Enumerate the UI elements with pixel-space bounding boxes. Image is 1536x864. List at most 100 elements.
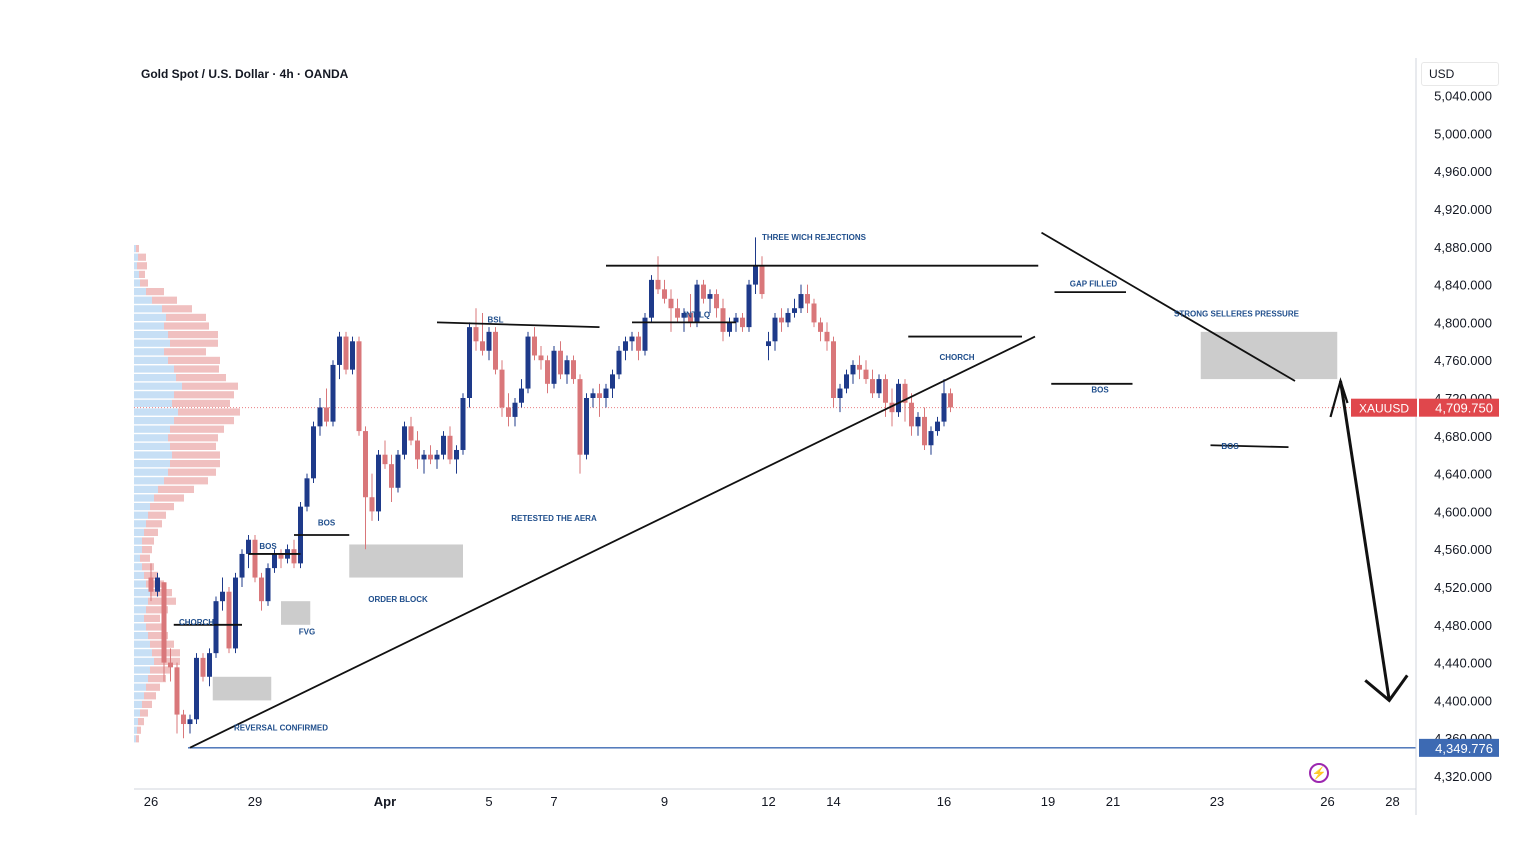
annotation-label: BOS <box>1091 385 1109 394</box>
volume-bar-down <box>172 399 230 407</box>
volume-bar-up <box>134 632 148 640</box>
x-tick-label: Apr <box>374 794 396 809</box>
candle-body <box>792 308 797 313</box>
volume-bar-down <box>168 468 216 476</box>
volume-bar-down <box>176 374 226 382</box>
volume-bar-up <box>134 270 139 278</box>
volume-bar-down <box>139 270 145 278</box>
volume-bar-up <box>134 417 174 425</box>
annotation-zones <box>134 331 1416 749</box>
candle-body <box>649 279 654 318</box>
candle-body <box>896 383 901 413</box>
candle-body <box>727 322 732 332</box>
candle-body <box>759 265 765 295</box>
candle-body <box>181 714 186 725</box>
y-tick-label: 4,480.000 <box>1434 618 1492 633</box>
lightning-icon[interactable]: ⚡ <box>1309 763 1329 783</box>
candlesticks <box>148 237 953 739</box>
volume-bar-up <box>134 442 170 450</box>
x-tick-label: 19 <box>1041 794 1055 809</box>
candle-body <box>486 331 492 351</box>
candle-body <box>226 591 232 649</box>
candle-body <box>863 369 869 380</box>
volume-bar-down <box>148 632 168 640</box>
candle-body <box>688 312 693 323</box>
volume-bar-up <box>134 726 137 734</box>
candle-body <box>805 294 810 304</box>
candle-body <box>668 298 674 309</box>
candle-body <box>603 388 609 398</box>
volume-bar-up <box>134 649 152 657</box>
volume-bar-down <box>142 537 154 545</box>
y-tick-label: 4,320.000 <box>1434 769 1492 784</box>
candle-body <box>220 591 225 602</box>
volume-bar-up <box>134 537 142 545</box>
x-tick-label: 26 <box>144 794 158 809</box>
candle-body <box>233 577 238 649</box>
volume-bar-up <box>134 348 164 356</box>
currency-selector[interactable]: USD <box>1421 62 1499 86</box>
candle-body <box>538 355 544 361</box>
zone-box <box>212 676 272 701</box>
candle-body <box>415 440 420 460</box>
candle-body <box>824 331 830 342</box>
candle-body <box>389 464 394 488</box>
volume-bar-up <box>134 597 148 605</box>
volume-bar-up <box>134 245 136 253</box>
volume-bar-down <box>144 528 158 536</box>
volume-bar-down <box>142 700 152 708</box>
volume-bar-down <box>136 245 139 253</box>
volume-bar-down <box>138 253 146 261</box>
x-tick-label: 5 <box>485 794 492 809</box>
volume-bar-down <box>154 657 180 665</box>
trend-line <box>1041 231 1296 382</box>
candle-body <box>551 350 557 384</box>
candle-body <box>798 294 804 309</box>
candle-body <box>337 336 342 365</box>
volume-bar-up <box>134 571 144 579</box>
y-tick-label: 4,920.000 <box>1434 202 1492 217</box>
volume-bar-down <box>146 288 164 296</box>
candle-body <box>324 407 329 422</box>
volume-bar-up <box>134 683 146 691</box>
candle-body <box>408 426 414 441</box>
volume-bar-down <box>166 313 206 321</box>
volume-bar-up <box>134 374 176 382</box>
y-tick-label: 4,800.000 <box>1434 315 1492 330</box>
bearish-arrow-head <box>1364 674 1409 703</box>
annotation-label: CHORCH <box>939 353 974 362</box>
symbol-tag-label: XAUUSD <box>1359 402 1409 416</box>
volume-bar-down <box>174 365 219 373</box>
candle-body <box>480 341 485 351</box>
candle-body <box>857 364 862 370</box>
volume-bar-down <box>144 614 160 622</box>
candle-body <box>694 284 700 323</box>
candle-body <box>837 388 843 398</box>
candle-body <box>545 360 550 384</box>
candle-body <box>447 435 453 460</box>
volume-bar-down <box>137 726 141 734</box>
candle-body <box>850 364 856 375</box>
candle-body <box>766 341 771 347</box>
candle-body <box>935 421 940 432</box>
volume-bar-down <box>168 434 218 442</box>
candle-body <box>239 553 245 578</box>
volume-bar-up <box>134 614 144 622</box>
volume-bar-up <box>134 305 162 313</box>
volume-bar-down <box>140 554 150 562</box>
x-tick-label: 28 <box>1385 794 1399 809</box>
candle-body <box>382 454 388 465</box>
volume-bar-up <box>134 528 144 536</box>
candle-body <box>831 341 836 398</box>
volume-bar-up <box>134 623 146 631</box>
volume-bar-up <box>134 451 172 459</box>
volume-bar-down <box>170 442 216 450</box>
y-tick-label: 4,840.000 <box>1434 278 1492 293</box>
volume-bar-down <box>136 735 139 743</box>
candle-body <box>532 336 537 356</box>
candle-body <box>889 402 895 413</box>
candle-body <box>207 653 212 677</box>
candle-body <box>441 435 446 455</box>
x-tick-label: 23 <box>1210 794 1224 809</box>
